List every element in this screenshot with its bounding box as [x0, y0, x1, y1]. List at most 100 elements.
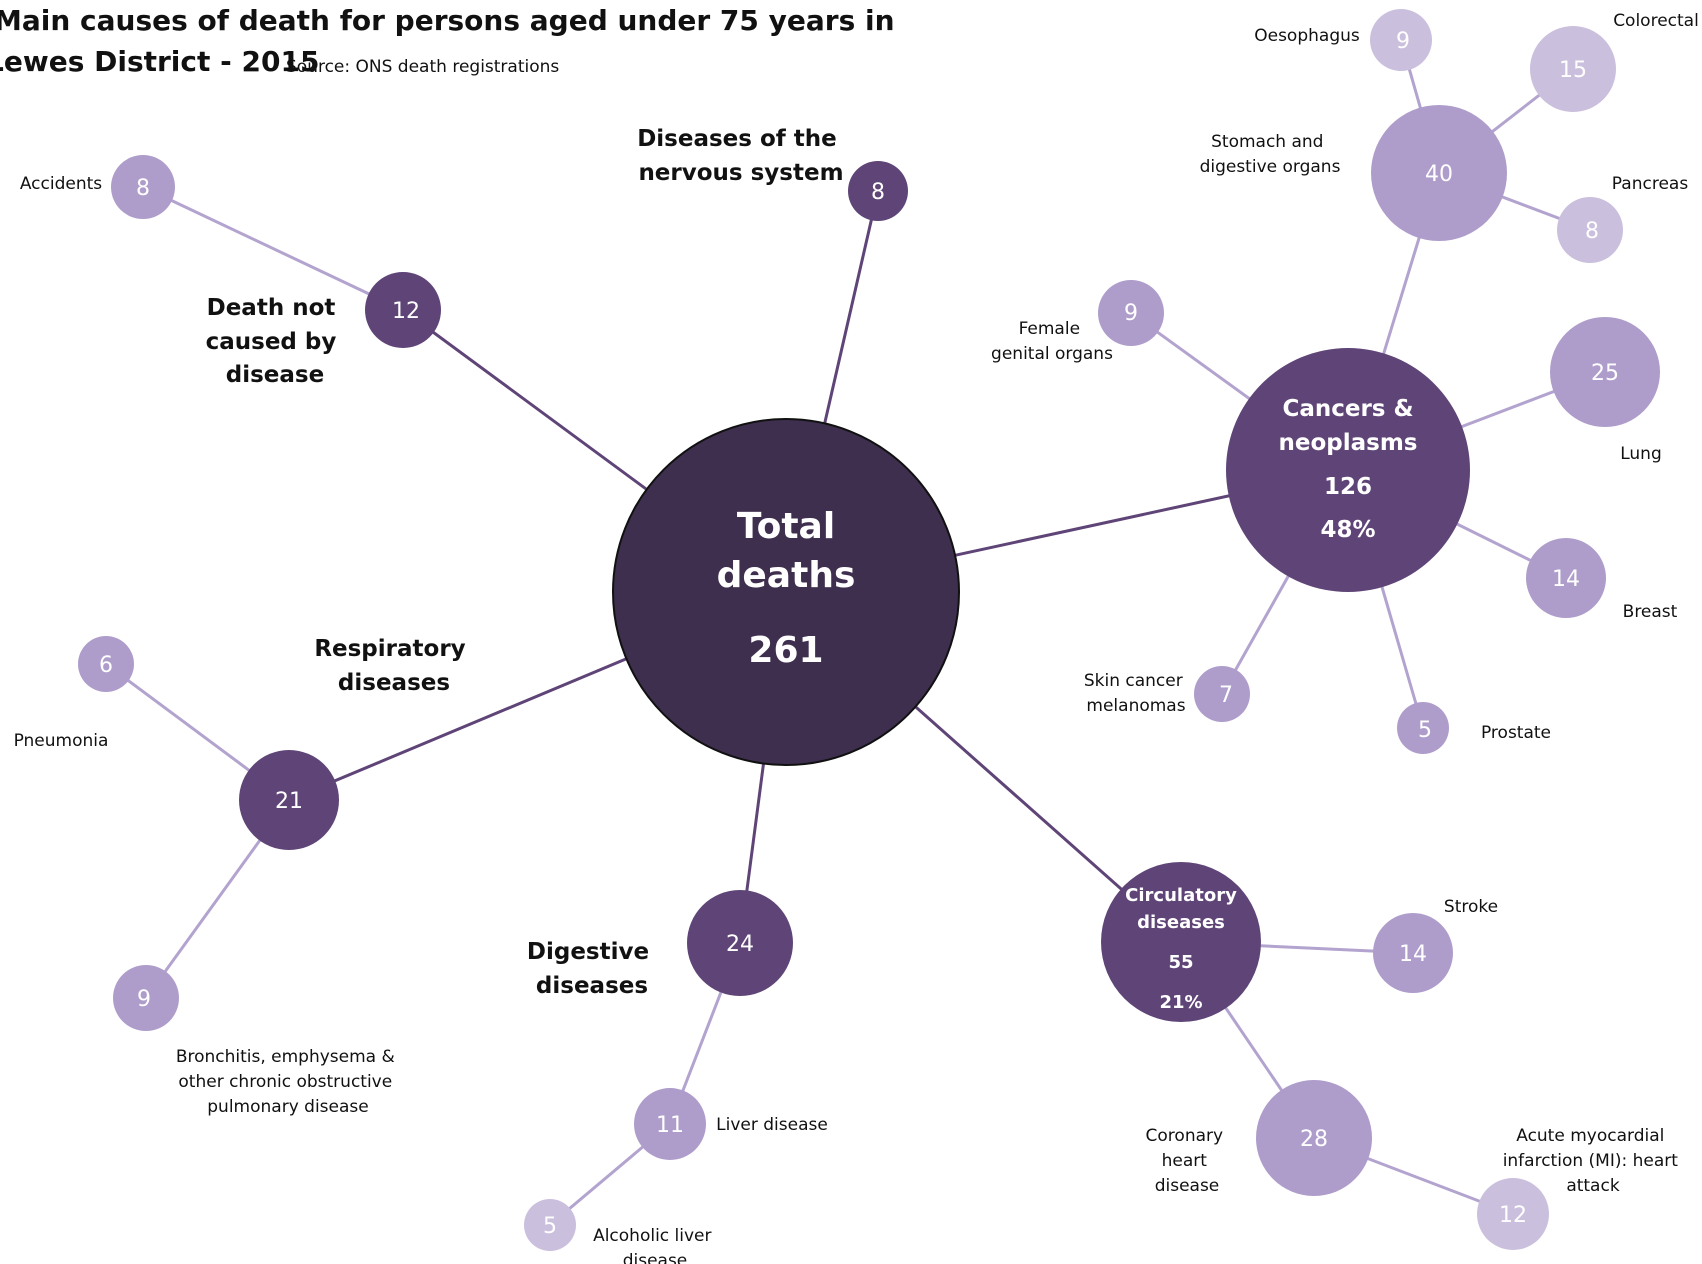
cancers-node[interactable]: Cancers & neoplasms 126 48% — [1226, 348, 1470, 592]
coronary-label: Coronary heart disease — [1146, 1126, 1229, 1196]
pancreas-node[interactable]: 8 — [1557, 197, 1623, 263]
cancers-bubble — [1226, 348, 1470, 592]
pneumonia-label: Pneumonia — [14, 731, 109, 751]
colorectal-value: 15 — [1559, 58, 1587, 83]
cancers-name-line-2: neoplasms — [1279, 430, 1418, 456]
source-note: Source: ONS death registrations — [286, 57, 559, 77]
lung-node[interactable]: 25 — [1550, 317, 1660, 427]
oesophagus-bubble — [1370, 9, 1432, 71]
respiratory-label: Respiratory diseases — [314, 636, 473, 696]
oesophagus-value: 9 — [1396, 29, 1410, 54]
lung-label: Lung — [1620, 444, 1662, 464]
liver-disease-node[interactable]: 11 — [634, 1088, 706, 1160]
breast-node[interactable]: 14 — [1526, 538, 1606, 618]
skin-cancer-label: Skin cancer melanomas — [1084, 671, 1188, 716]
stroke-bubble — [1373, 913, 1453, 993]
skin-cancer-bubble — [1194, 666, 1250, 722]
accidents-label: Accidents — [20, 174, 102, 194]
stroke-node[interactable]: 14 — [1373, 913, 1453, 993]
circulatory-bubble — [1101, 862, 1261, 1022]
total-deaths-line-1: Total — [737, 506, 835, 547]
title-line-2: Lewes District - 2015 — [0, 45, 319, 78]
pancreas-label: Pancreas — [1612, 174, 1689, 194]
circulatory-name-line-1: Circulatory — [1125, 885, 1237, 906]
heart-attack-value: 12 — [1499, 1203, 1527, 1228]
nervous-system-value: 8 — [871, 180, 885, 205]
bronchitis-value: 9 — [137, 987, 151, 1012]
liver-disease-bubble — [634, 1088, 706, 1160]
coronary-value: 28 — [1300, 1127, 1328, 1152]
female-genital-bubble — [1098, 280, 1164, 346]
not-disease-bubble — [365, 272, 441, 348]
prostate-value: 5 — [1418, 718, 1432, 743]
prostate-node[interactable]: 5 — [1397, 702, 1449, 754]
accidents-node[interactable]: 8 — [111, 155, 175, 219]
alcoholic-liver-value: 5 — [543, 1214, 557, 1239]
coronary-bubble — [1256, 1080, 1372, 1196]
female-genital-node[interactable]: 9 — [1098, 280, 1164, 346]
breast-bubble — [1526, 538, 1606, 618]
alcoholic-liver-bubble — [524, 1199, 576, 1251]
total-deaths-line-2: deaths — [717, 555, 856, 596]
cancers-value: 126 — [1324, 474, 1372, 500]
connector-accidents — [142, 185, 404, 312]
stomach-node[interactable]: 40 — [1371, 105, 1507, 241]
heart-attack-label: Acute myocardial infarction (MI): heart … — [1503, 1126, 1684, 1196]
stomach-bubble — [1371, 105, 1507, 241]
title-line-1: Main causes of death for persons aged un… — [0, 4, 895, 37]
skin-cancer-node[interactable]: 7 — [1194, 666, 1250, 722]
stroke-label: Stroke — [1444, 897, 1498, 917]
total-deaths-node[interactable]: Total deaths 261 — [612, 418, 960, 766]
heart-attack-node[interactable]: 12 — [1477, 1178, 1549, 1250]
female-genital-label: Female genital organs — [991, 319, 1113, 364]
oesophagus-node[interactable]: 9 — [1370, 9, 1432, 71]
bronchitis-label: Bronchitis, emphysema & other chronic ob… — [176, 1047, 400, 1117]
respiratory-node[interactable]: 21 — [239, 750, 339, 850]
liver-disease-label: Liver disease — [716, 1115, 828, 1135]
circulatory-node[interactable]: Circulatory diseases 55 21% — [1101, 862, 1261, 1022]
bronchitis-bubble — [113, 965, 179, 1031]
bubbles: Total deaths 261 8 12 Cancers & neoplasm… — [78, 9, 1660, 1251]
pneumonia-node[interactable]: 6 — [78, 636, 134, 692]
pneumonia-value: 6 — [99, 653, 113, 678]
pancreas-bubble — [1557, 197, 1623, 263]
breast-label: Breast — [1623, 602, 1678, 622]
nervous-system-label: Diseases of the nervous system — [637, 126, 845, 186]
breast-value: 14 — [1552, 567, 1580, 592]
circulatory-name-line-2: diseases — [1137, 912, 1225, 933]
nervous-system-node[interactable]: 8 — [848, 161, 908, 221]
lung-value: 25 — [1591, 361, 1619, 386]
header: Main causes of death for persons aged un… — [0, 4, 895, 78]
coronary-node[interactable]: 28 — [1256, 1080, 1372, 1196]
digestive-bubble — [687, 890, 793, 996]
prostate-label: Prostate — [1481, 723, 1551, 743]
oesophagus-label: Oesophagus — [1254, 26, 1360, 46]
liver-disease-value: 11 — [656, 1113, 684, 1138]
not-disease-label: Death not caused by disease — [206, 295, 345, 388]
digestive-label: Digestive diseases — [527, 939, 657, 999]
cancers-name-line-1: Cancers & — [1282, 396, 1413, 422]
nervous-system-bubble — [848, 161, 908, 221]
colorectal-bubble — [1530, 26, 1616, 112]
bronchitis-node[interactable]: 9 — [113, 965, 179, 1031]
alcoholic-liver-node[interactable]: 5 — [524, 1199, 576, 1251]
alcoholic-liver-label: Alcoholic liver disease — [593, 1226, 717, 1264]
cancers-percent: 48% — [1320, 517, 1375, 543]
total-deaths-bubble — [612, 418, 960, 766]
labels: Diseases of the nervous system Death not… — [14, 11, 1699, 1264]
stroke-value: 14 — [1399, 942, 1427, 967]
accidents-value: 8 — [136, 176, 150, 201]
pancreas-value: 8 — [1585, 219, 1599, 244]
accidents-bubble — [111, 155, 175, 219]
skin-cancer-value: 7 — [1219, 683, 1233, 708]
digestive-node[interactable]: 24 — [687, 890, 793, 996]
circulatory-value: 55 — [1168, 952, 1193, 973]
circulatory-percent: 21% — [1159, 992, 1202, 1013]
heart-attack-bubble — [1477, 1178, 1549, 1250]
total-deaths-value: 261 — [748, 630, 823, 671]
colorectal-node[interactable]: 15 — [1530, 26, 1616, 112]
stomach-label: Stomach and digestive organs — [1200, 132, 1341, 177]
not-disease-node[interactable]: 12 — [365, 272, 441, 348]
respiratory-value: 21 — [275, 789, 303, 814]
